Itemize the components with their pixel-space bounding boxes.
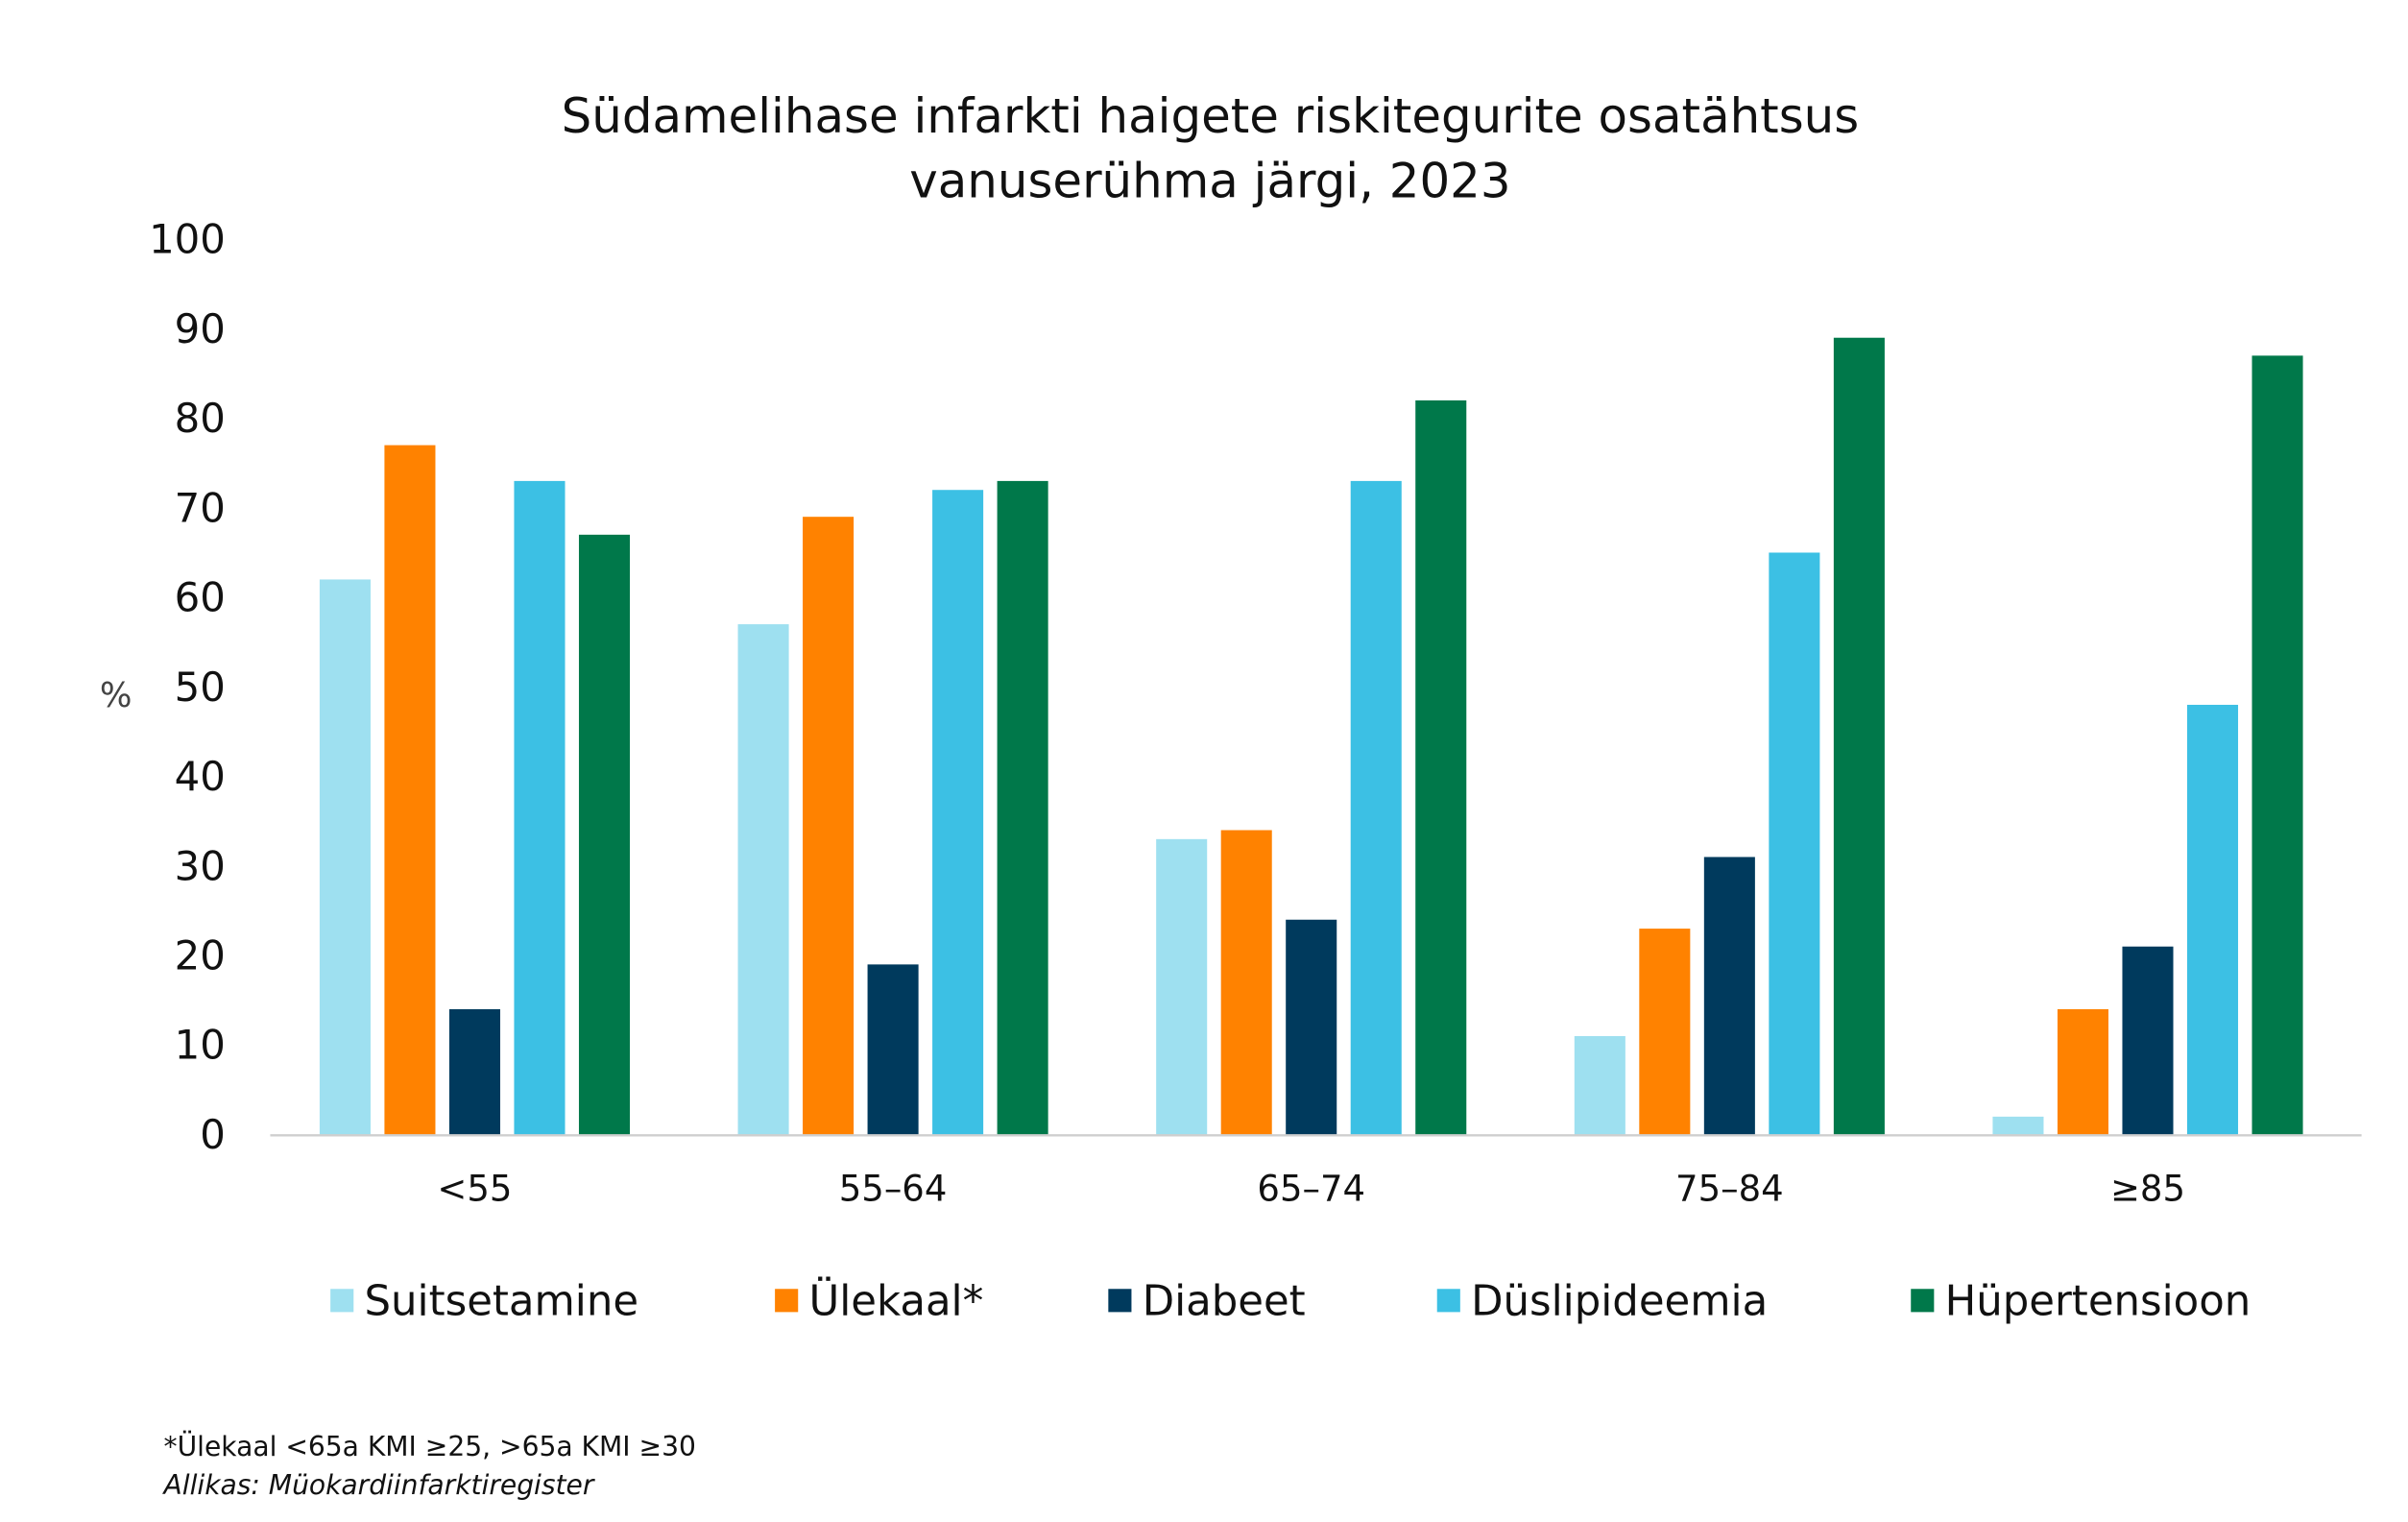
bar: [1574, 1035, 1625, 1135]
legend: Suitsetamine Ülekaal* Diabeet Düslipideemia…: [330, 1277, 2251, 1326]
bar: [867, 964, 919, 1135]
legend-swatch: [1436, 1289, 1460, 1313]
bar: [737, 624, 789, 1135]
y-tick-label: 10: [175, 1022, 226, 1069]
y-tick-label: 30: [175, 842, 226, 889]
bar: [1286, 919, 1337, 1135]
bar: [319, 579, 371, 1135]
legend-swatch: [1911, 1289, 1935, 1313]
y-axis-label: %: [100, 676, 132, 715]
bar: [1220, 830, 1272, 1135]
bar: [448, 1008, 500, 1135]
y-tick-label: 40: [175, 753, 226, 800]
legend-label: Hüpertensioon: [1945, 1278, 2251, 1326]
bar: [514, 480, 566, 1135]
legend-label: Diabeet: [1143, 1278, 1306, 1326]
bar: [1415, 399, 1467, 1135]
legend-label: Suitsetamine: [365, 1278, 639, 1326]
x-tick-label: 65–74: [1257, 1169, 1365, 1210]
chart-title-line-2: vanuserühma järgi, 2023: [909, 154, 1510, 209]
x-tick-label: 75–84: [1675, 1169, 1784, 1210]
y-tick-label: 70: [175, 484, 226, 531]
bar: [384, 445, 436, 1135]
y-tick-label: 50: [175, 664, 226, 711]
bar: [1833, 337, 1885, 1135]
bar: [2057, 1008, 2108, 1135]
y-tick-label: 100: [149, 216, 226, 263]
legend-label: Ülekaal*: [808, 1277, 983, 1326]
x-tick-label: ≥85: [2110, 1169, 2185, 1210]
bar: [1769, 552, 1820, 1135]
bar: [1350, 480, 1402, 1135]
footnote: *Ülekaal <65a KMI ≥25, >65a KMI ≥30: [164, 1430, 696, 1462]
bar: [932, 490, 984, 1135]
legend-label: Düslipideemia: [1471, 1278, 1768, 1326]
bar: [803, 517, 855, 1135]
bar: [2122, 946, 2174, 1135]
bar: [1703, 857, 1755, 1135]
y-tick-label: 60: [175, 574, 226, 621]
x-tick-label: <55: [437, 1169, 512, 1210]
bar: [2186, 704, 2239, 1135]
y-tick-label: 90: [175, 305, 226, 352]
source-note: Allikas: Müokardiinfarktiregister: [162, 1469, 596, 1501]
x-tick-label: 55–64: [839, 1169, 948, 1210]
bar: [578, 534, 631, 1135]
legend-swatch: [1108, 1289, 1132, 1313]
bar: [1639, 929, 1691, 1135]
y-tick-label: 0: [200, 1111, 226, 1158]
bar: [1992, 1116, 2044, 1135]
bar: [997, 480, 1048, 1135]
legend-swatch: [775, 1289, 799, 1313]
bar: [2251, 355, 2303, 1135]
legend-swatch: [330, 1289, 354, 1313]
chart-title-line-1: Südamelihase infarkti haigete riskitegur…: [562, 88, 1860, 144]
y-tick-label: 80: [175, 395, 226, 442]
bar: [1156, 838, 1208, 1135]
y-tick-label: 20: [175, 932, 226, 979]
